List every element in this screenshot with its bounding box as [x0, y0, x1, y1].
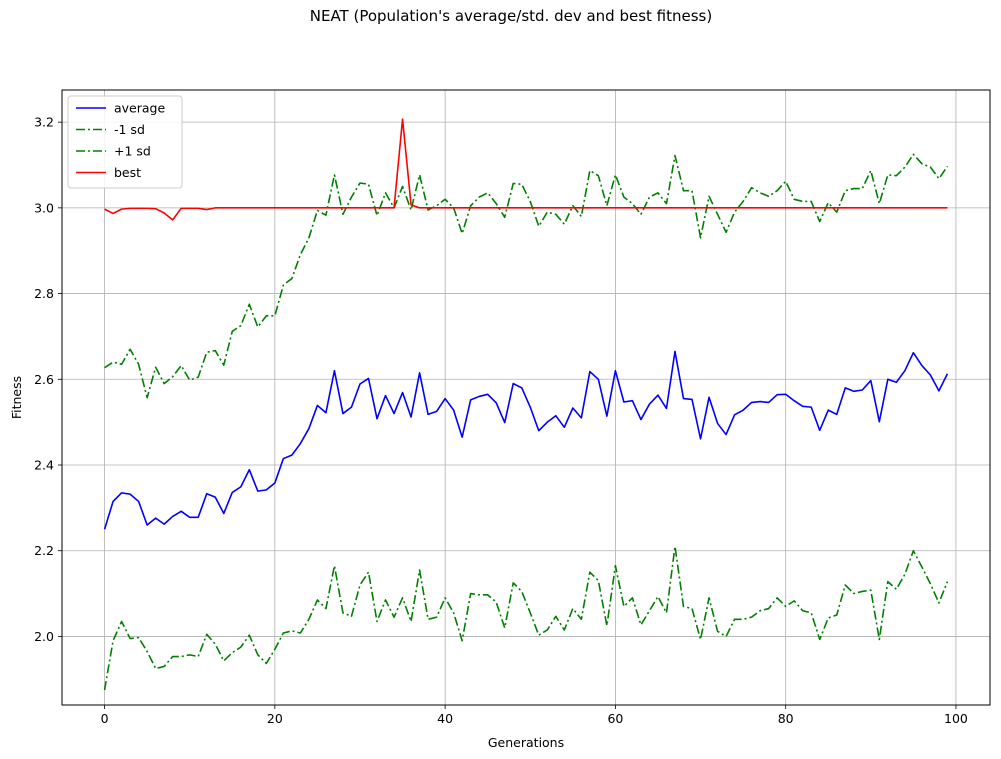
x-tick-label: 0 [101, 711, 109, 726]
y-tick-label: 2.0 [34, 629, 54, 644]
y-tick-label: 2.4 [34, 458, 54, 473]
y-tick-label: 2.6 [34, 372, 54, 387]
series-line-0 [103, 350, 949, 530]
x-tick-label: 40 [437, 711, 453, 726]
y-tick-label: 2.8 [34, 286, 54, 301]
legend-label: average [114, 101, 165, 116]
legend-box [67, 95, 183, 189]
legend: average -1 sd +1 sd best [67, 95, 183, 189]
y-tick-label: 3.2 [34, 115, 54, 130]
legend-label: best [114, 165, 141, 180]
chart-title: NEAT (Population's average/std. dev and … [310, 7, 712, 25]
series-line-1 [103, 545, 949, 691]
x-tick-label: 60 [607, 711, 623, 726]
series-line-3 [104, 118, 948, 221]
legend-label: -1 sd [114, 122, 145, 137]
y-tick-label: 3.0 [34, 200, 54, 215]
y-tick-label: 2.2 [34, 543, 54, 558]
series-group [103, 118, 949, 691]
x-tick-label: 100 [944, 711, 968, 726]
y-axis-title: Fitness [9, 376, 24, 419]
plot-area-frame [61, 89, 991, 706]
x-tick-label: 20 [267, 711, 283, 726]
x-tick-label: 80 [778, 711, 794, 726]
axis-ticks: 0 20 40 60 80 100 2.0 2.2 2.4 2.6 2.8 3.0 3.2 [34, 115, 968, 726]
legend-label: +1 sd [114, 144, 151, 159]
x-axis-title: Generations [488, 735, 564, 750]
series-line-2 [104, 153, 949, 399]
